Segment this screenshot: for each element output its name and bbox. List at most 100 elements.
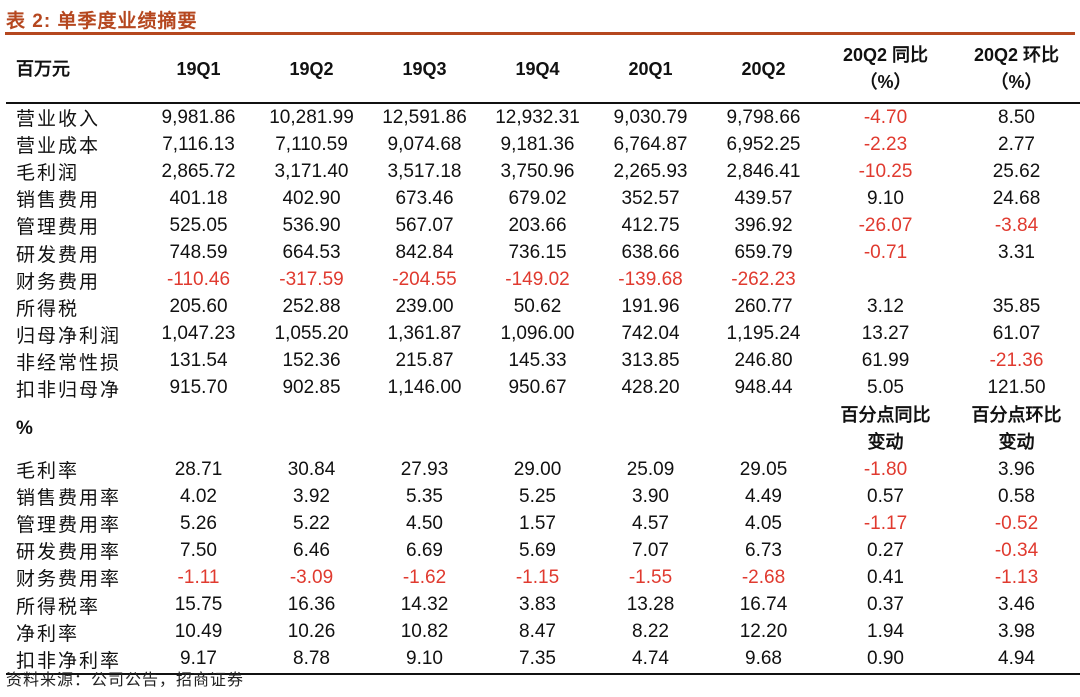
value-cell: 664.53 [282, 242, 341, 264]
value-cell: 203.66 [508, 214, 567, 236]
value-cell: -26.07 [858, 214, 913, 236]
title-rule [5, 32, 1075, 35]
value-cell: 0.57 [867, 485, 904, 507]
value-cell: 205.60 [169, 296, 228, 318]
period-header: 19Q3 [368, 36, 481, 104]
value-cell: 9,798.66 [726, 106, 801, 128]
ratio-header-row: % 百分点同比 变动 百分点环比 变动 [6, 402, 1080, 456]
table-row: 归母净利润 1,047.23 1,055.20 1,361.87 1,096.00 742… [6, 321, 1080, 348]
value-cell: 396.92 [734, 214, 793, 236]
row-label: 管理费用 [16, 217, 101, 239]
table-row: 扣非归母净 915.70 902.85 1,146.00 950.67 428.20 948… [6, 375, 1080, 402]
value-cell: 9.10 [867, 187, 904, 209]
value-cell: -3.84 [994, 214, 1039, 236]
qoq-header: 20Q2 环比 （%） [951, 36, 1080, 104]
value-cell: 239.00 [395, 296, 454, 318]
value-cell: 5.25 [519, 485, 556, 507]
value-cell [820, 267, 951, 294]
value-cell: 3.92 [293, 485, 330, 507]
yoy-header: 20Q2 同比 （%） [820, 36, 951, 104]
value-cell: 842.84 [395, 242, 454, 264]
period-header: 19Q4 [481, 36, 594, 104]
value-cell: -110.46 [166, 269, 231, 291]
header-row: 百万元 19Q1 19Q2 19Q3 19Q4 20Q1 20Q2 20Q2 同… [6, 36, 1080, 104]
value-cell: 3.96 [998, 458, 1035, 480]
pp-yoy-header: 百分点同比 变动 [820, 402, 951, 456]
value-cell: 748.59 [169, 242, 228, 264]
table-row: 毛利率 28.71 30.84 27.93 29.00 25.09 29.05 -1.80 3.… [6, 456, 1080, 483]
value-cell: 9,181.36 [500, 133, 575, 155]
value-cell: 950.67 [508, 377, 567, 399]
value-cell: 1,096.00 [500, 323, 575, 345]
value-cell: 1,146.00 [387, 377, 462, 399]
table-row: 研发费用率 7.50 6.46 6.69 5.69 7.07 6.73 0.27 -0.34 [6, 537, 1080, 564]
row-label: 营业成本 [16, 136, 101, 158]
value-cell: 3.12 [867, 296, 904, 318]
table-row: 扣非净利率 9.17 8.78 9.10 7.35 4.74 9.68 0.90 4.94 [6, 645, 1080, 675]
value-cell: 3.46 [998, 594, 1035, 616]
value-cell: 24.68 [992, 187, 1041, 209]
value-cell: 428.20 [621, 377, 680, 399]
value-cell: 7.07 [632, 539, 669, 561]
value-cell: 28.71 [174, 458, 223, 480]
value-cell: 15.75 [174, 594, 223, 616]
value-cell: -21.36 [989, 350, 1044, 372]
value-cell: 3.90 [632, 485, 669, 507]
value-cell: 742.04 [621, 323, 680, 345]
value-cell: 4.94 [951, 645, 1080, 675]
value-cell: -10.25 [858, 160, 913, 182]
value-cell: 2,865.72 [161, 160, 236, 182]
value-cell: -2.68 [741, 566, 786, 588]
table-row: 营业成本 7,116.13 7,110.59 9,074.68 9,181.36 6,76… [6, 131, 1080, 158]
value-cell: 7,116.13 [162, 133, 235, 155]
value-cell: 5.69 [519, 539, 556, 561]
table-row: 财务费用 -110.46 -317.59 -204.55 -149.02 -139.68 -… [6, 267, 1080, 294]
ratio-section-header: % 百分点同比 变动 百分点环比 变动 [6, 402, 1080, 456]
value-cell: -1.15 [515, 566, 560, 588]
value-cell: -0.34 [994, 539, 1039, 561]
value-cell: 10.82 [400, 621, 449, 643]
value-cell: 10.49 [174, 621, 223, 643]
period-header: 20Q2 [707, 36, 820, 104]
table-row: 所得税 205.60 252.88 239.00 50.62 191.96 260.77 3.… [6, 294, 1080, 321]
value-cell: -1.55 [628, 566, 673, 588]
value-cell: 3.83 [519, 594, 556, 616]
value-cell: 4.05 [745, 512, 782, 534]
value-cell: 5.22 [293, 512, 330, 534]
row-label: 非经常性损 [16, 352, 122, 374]
row-label: 毛利润 [16, 163, 80, 185]
value-cell: 2.77 [998, 133, 1035, 155]
value-cell: 16.36 [287, 594, 336, 616]
value-cell: 30.84 [287, 458, 336, 480]
row-label: 扣非净利率 [6, 645, 142, 675]
value-cell: -0.52 [994, 512, 1039, 534]
table-row: 财务费用率 -1.11 -3.09 -1.62 -1.15 -1.55 -2.68 0.41 -… [6, 564, 1080, 591]
row-label: 财务费用率 [16, 569, 122, 591]
value-cell: 35.85 [992, 296, 1041, 318]
value-cell: 215.87 [395, 350, 454, 372]
value-cell: 5.05 [867, 377, 904, 399]
qoq-header-line2: （%） [990, 72, 1043, 92]
row-label: 财务费用 [16, 271, 101, 293]
pp-yoy-line2: 变动 [867, 432, 904, 453]
value-cell: 12,591.86 [382, 106, 467, 128]
quarterly-summary-table: 百万元 19Q1 19Q2 19Q3 19Q4 20Q1 20Q2 20Q2 同… [6, 36, 1080, 675]
value-cell: 27.93 [400, 458, 449, 480]
pp-yoy-line1: 百分点同比 [840, 405, 931, 426]
ratio-section: 毛利率 28.71 30.84 27.93 29.00 25.09 29.05 -1.80 3.… [6, 456, 1080, 675]
value-cell: -1.17 [863, 512, 908, 534]
value-cell: 6.69 [406, 539, 443, 561]
value-cell: 736.15 [508, 242, 567, 264]
value-cell: 9,981.86 [161, 106, 236, 128]
value-cell: -1.11 [177, 566, 220, 588]
value-cell: 10.26 [287, 621, 336, 643]
value-cell: 412.75 [621, 214, 680, 236]
table-row: 管理费用 525.05 536.90 567.07 203.66 412.75 396.92… [6, 212, 1080, 239]
qoq-header-line1: 20Q2 环比 [973, 45, 1060, 65]
value-cell: 0.27 [867, 539, 904, 561]
table-row: 毛利润 2,865.72 3,171.40 3,517.18 3,750.96 2,265… [6, 158, 1080, 185]
row-label: 所得税率 [16, 596, 101, 618]
value-cell: 29.00 [513, 458, 562, 480]
value-cell: 8.50 [998, 106, 1035, 128]
row-label: 毛利率 [16, 461, 80, 483]
